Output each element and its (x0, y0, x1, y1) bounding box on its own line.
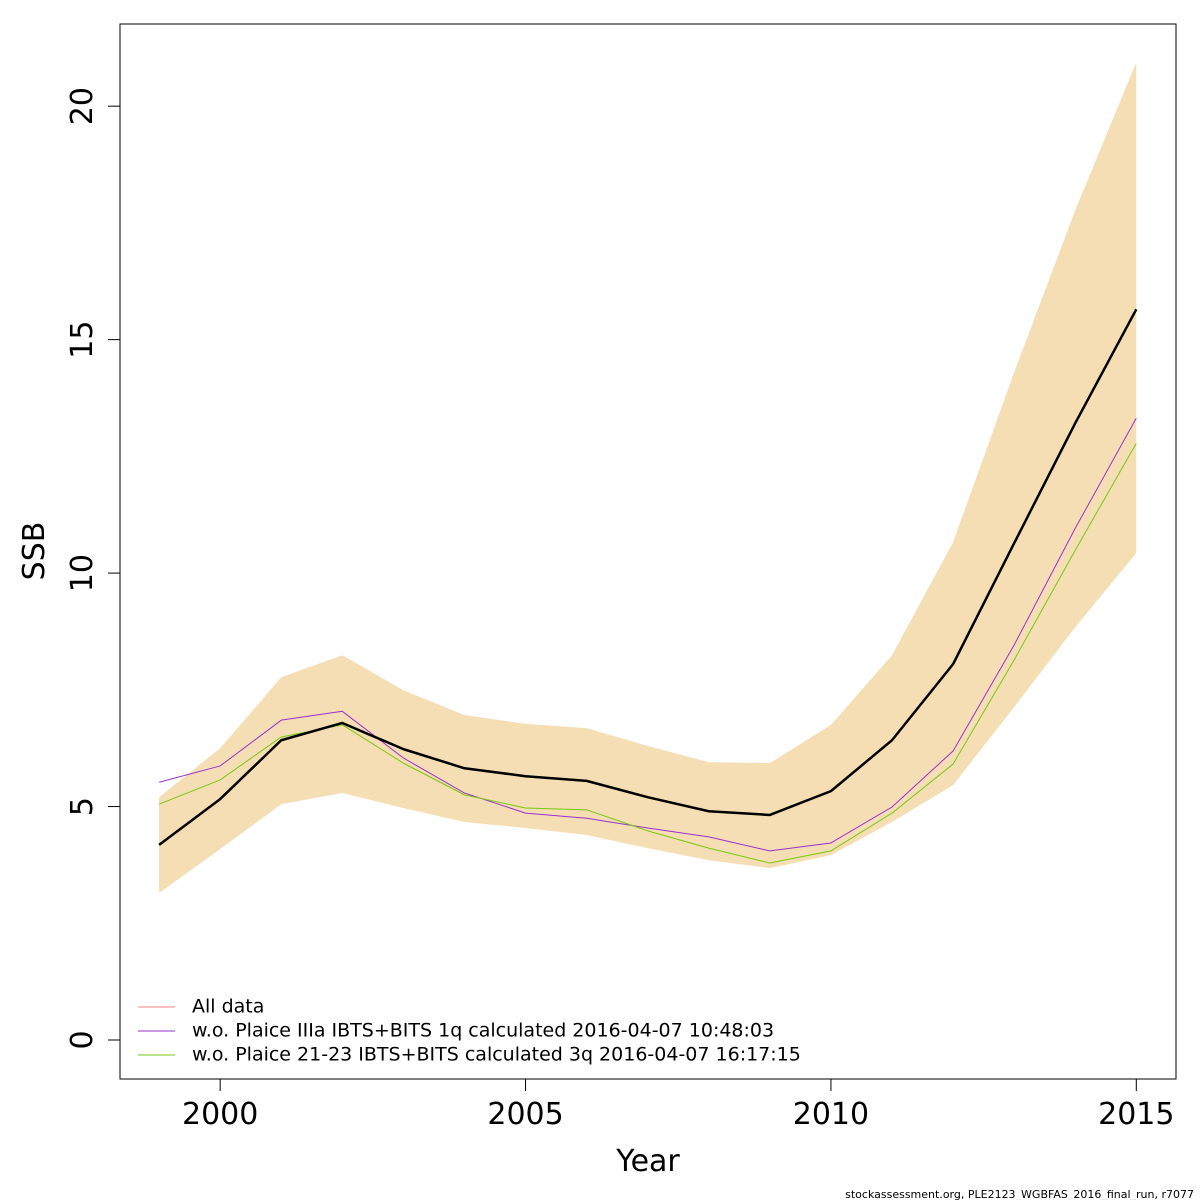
y-tick-label: 10 (65, 554, 100, 592)
legend-label: w.o. Plaice IIIa IBTS+BITS 1q calculated… (192, 1020, 774, 1042)
x-axis-title: Year (615, 1144, 680, 1179)
y-tick-label: 15 (65, 321, 100, 359)
legend-label: w.o. Plaice 21-23 IBTS+BITS calculated 3… (192, 1044, 801, 1066)
legend-label: All data (192, 996, 264, 1018)
series-line (158, 308, 1138, 846)
series-line (158, 417, 1137, 852)
plot-frame (119, 23, 1177, 1080)
y-tick-label: 5 (65, 797, 100, 816)
y-axis-title: SSB (17, 522, 52, 581)
x-tick-label: 2000 (182, 1097, 258, 1132)
confidence-band (159, 62, 1137, 893)
x-tick-label: 2015 (1098, 1097, 1174, 1132)
footer: stockassessment.org, PLE2123_WGBFAS_2016… (845, 1188, 1194, 1200)
x-tick-label: 2010 (793, 1097, 869, 1132)
y-tick-label: 0 (65, 1030, 100, 1049)
y-tick-label: 20 (65, 87, 100, 125)
x-tick-label: 2005 (487, 1097, 563, 1132)
